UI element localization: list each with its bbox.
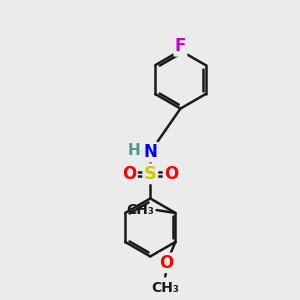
Text: O: O bbox=[164, 165, 178, 183]
Text: O: O bbox=[122, 165, 136, 183]
Text: O: O bbox=[160, 254, 174, 272]
Text: F: F bbox=[175, 37, 186, 55]
Text: H: H bbox=[128, 143, 141, 158]
Text: CH₃: CH₃ bbox=[151, 281, 179, 295]
Text: N: N bbox=[143, 143, 157, 161]
Text: S: S bbox=[144, 165, 157, 183]
Text: CH₃: CH₃ bbox=[126, 203, 154, 217]
